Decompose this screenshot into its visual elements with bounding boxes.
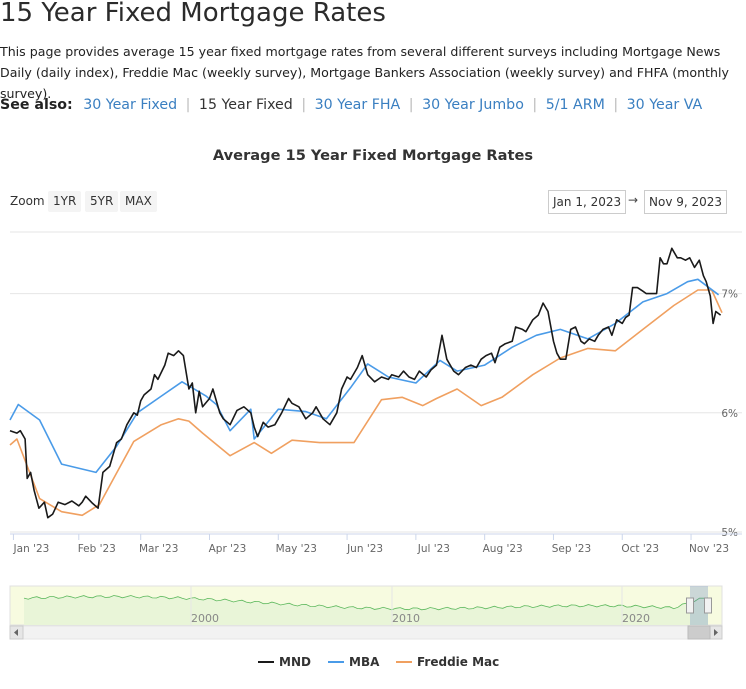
link-30-year-jumbo[interactable]: 30 Year Jumbo: [422, 97, 524, 113]
zoom-max-button[interactable]: MAX: [120, 191, 157, 212]
legend-swatch-mba: [328, 661, 344, 663]
x-tick-label: Jun '23: [346, 543, 383, 555]
chart-area: 5% 6% 7% Jan '23 Feb '23 Mar '23 Apr '23 May '2…: [9, 231, 742, 640]
date-to-input[interactable]: Nov 9, 2023: [644, 190, 728, 214]
navigator-handle[interactable]: [704, 597, 712, 614]
navigator-scrollbar[interactable]: [9, 625, 723, 640]
navigator-handle[interactable]: [686, 597, 694, 614]
x-tick-label: Oct '23: [621, 543, 659, 555]
y-tick-label: 5%: [721, 527, 738, 539]
x-tick-label: Aug '23: [483, 543, 523, 555]
legend-swatch-mnd: [258, 661, 274, 663]
legend-item-mba[interactable]: MBA: [328, 655, 379, 669]
link-30-year-fha[interactable]: 30 Year FHA: [314, 97, 401, 113]
legend-label-freddie-mac: Freddie Mac: [417, 655, 500, 669]
separator: |: [532, 97, 538, 113]
legend-item-freddie-mac[interactable]: Freddie Mac: [396, 655, 499, 669]
see-also-label: See also:: [0, 97, 73, 113]
navigator-line: [23, 595, 709, 611]
x-tick-label: Feb '23: [78, 543, 116, 555]
y-tick-label: 7%: [721, 289, 738, 301]
scrollbar-thumb[interactable]: [687, 625, 711, 640]
x-tick-label: Jul '23: [417, 543, 450, 555]
legend-item-mnd[interactable]: MND: [258, 655, 311, 669]
x-tick-label: Nov '23: [689, 543, 729, 555]
link-30-year-va[interactable]: 30 Year VA: [626, 97, 703, 113]
legend-swatch-freddie-mac: [396, 661, 412, 663]
date-from-input[interactable]: Jan 1, 2023: [548, 190, 627, 214]
zoom-label: Zoom: [10, 194, 45, 208]
chevron-left-icon: [14, 629, 18, 636]
x-tick-label: Jan '23: [13, 543, 50, 555]
zoom-5yr-button[interactable]: 5YR: [85, 191, 119, 212]
current-page-15-year-fixed: 15 Year Fixed: [198, 97, 293, 113]
series-line-mnd: [9, 247, 722, 519]
legend-label-mba: MBA: [349, 655, 380, 669]
x-tick-label: Sep '23: [552, 543, 591, 555]
page-intro: This page provides average 15 year fixed…: [0, 44, 729, 101]
series-layer: [9, 247, 723, 519]
navigator-label: 2000: [191, 612, 219, 625]
x-tick-label: May '23: [276, 543, 317, 555]
separator: |: [613, 97, 619, 113]
navigator-label: 2020: [622, 612, 650, 625]
separator: |: [185, 97, 191, 113]
navigator-label: 2010: [392, 612, 420, 625]
axis-layer: 5% 6% 7% Jan '23 Feb '23 Mar '23 Apr '23 May '2…: [10, 289, 742, 555]
navigator-selection: [690, 586, 708, 625]
navigator-area: [24, 595, 708, 625]
separator: |: [408, 97, 414, 113]
x-tick-label: Apr '23: [209, 543, 247, 555]
link-30-year-fixed[interactable]: 30 Year Fixed: [83, 97, 178, 113]
grid-layer: [10, 231, 742, 533]
x-tick-label: Mar '23: [139, 543, 178, 555]
series-line-freddie-mac: [9, 289, 723, 517]
legend-label-mnd: MND: [279, 655, 311, 669]
page-title: 15 Year Fixed Mortgage Rates: [0, 0, 386, 28]
chart-title: Average 15 Year Fixed Mortgage Rates: [212, 147, 534, 164]
chevron-right-icon: [714, 629, 718, 636]
see-also-bar: See also: 30 Year Fixed | 15 Year Fixed …: [0, 97, 702, 113]
date-range-arrow: →: [628, 193, 639, 207]
navigator: 2000 2010 2020: [9, 585, 723, 640]
zoom-1yr-button[interactable]: 1YR: [48, 191, 82, 212]
separator: |: [301, 97, 307, 113]
y-tick-label: 6%: [721, 408, 738, 420]
link-5-1-arm[interactable]: 5/1 ARM: [545, 97, 605, 113]
